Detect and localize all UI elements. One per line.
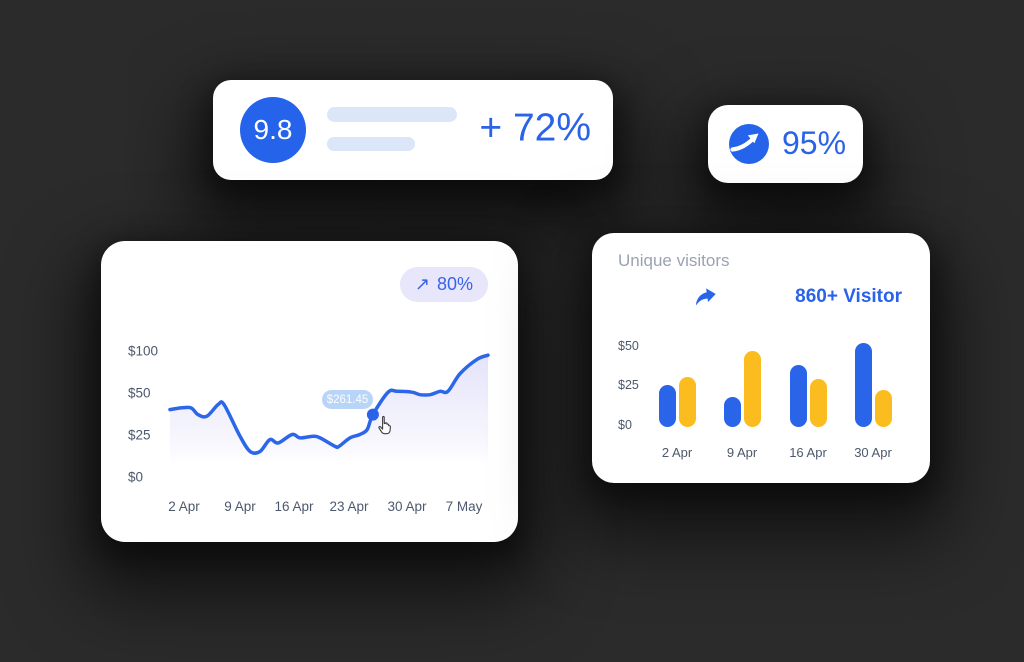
line-chart-card: ↗ 80% $100 $50 $25 $0 2 Apr 9 Apr 16 Apr… [101, 241, 518, 542]
x-axis-tick: 30 Apr [387, 499, 427, 514]
y-axis-tick: $25 [618, 378, 639, 392]
y-axis-tick: $0 [128, 469, 144, 485]
x-axis-tick: 16 Apr [274, 499, 314, 514]
card-title: Unique visitors [618, 251, 730, 270]
highlight-dot[interactable] [366, 408, 379, 421]
bar-chart-card: Unique visitors 860+ Visitor $50 $25 $0 … [592, 233, 930, 483]
x-axis-tick: 16 Apr [789, 445, 827, 460]
tooltip-value: $261.45 [326, 393, 369, 406]
bar-yellow-30-apr [874, 390, 892, 427]
value-tooltip: $261.45 [322, 390, 373, 409]
bar-yellow-2-apr [678, 377, 696, 427]
bar-yellow-9-apr [743, 350, 761, 427]
line-area-fill [170, 355, 488, 463]
x-axis-tick: 23 Apr [329, 499, 369, 514]
x-axis-tick: 30 Apr [854, 445, 892, 460]
growth-badge: ↗ 80% [399, 267, 488, 302]
y-axis-tick: $25 [128, 427, 151, 442]
x-axis-tick: 9 Apr [224, 499, 256, 514]
growth-badge-label: 80% [436, 274, 473, 294]
score-card: 9.8 + 72% [213, 80, 613, 180]
score-value: 9.8 [253, 114, 293, 145]
y-axis-tick: $100 [128, 343, 159, 359]
percent-change-label: + 72% [479, 106, 591, 150]
bar-yellow-16-apr [809, 378, 827, 427]
rate-card: 95% [708, 105, 863, 183]
trend-up-arrow-icon [729, 124, 769, 164]
y-axis-tick: $50 [128, 385, 151, 401]
bar-blue-2-apr [658, 385, 676, 427]
x-axis-tick: 7 May [445, 499, 483, 514]
skeleton-text-line-1 [327, 107, 457, 122]
bar-groups[interactable] [592, 233, 930, 483]
share-arrow-icon [695, 288, 716, 306]
rate-value: 95% [782, 124, 847, 161]
score-circle-badge: 9.8 [240, 97, 306, 163]
y-axis-tick: $0 [618, 418, 632, 432]
skeleton-text-line-2 [327, 137, 415, 151]
x-axis-tick: 2 Apr [661, 445, 693, 460]
bar-blue-16-apr [789, 364, 807, 427]
x-axis-tick: 2 Apr [168, 499, 200, 514]
visitor-count-label: 860+ Visitor [795, 286, 902, 307]
hand-cursor-icon [378, 415, 391, 435]
bar-blue-30-apr [854, 342, 872, 427]
x-axis-tick: 9 Apr [726, 445, 758, 460]
line-chart-plot[interactable] [101, 241, 518, 542]
bar-blue-9-apr [723, 396, 741, 427]
arrow-up-right-icon: ↗ [414, 274, 430, 294]
y-axis-tick: $50 [618, 339, 639, 353]
line-path [168, 353, 490, 455]
